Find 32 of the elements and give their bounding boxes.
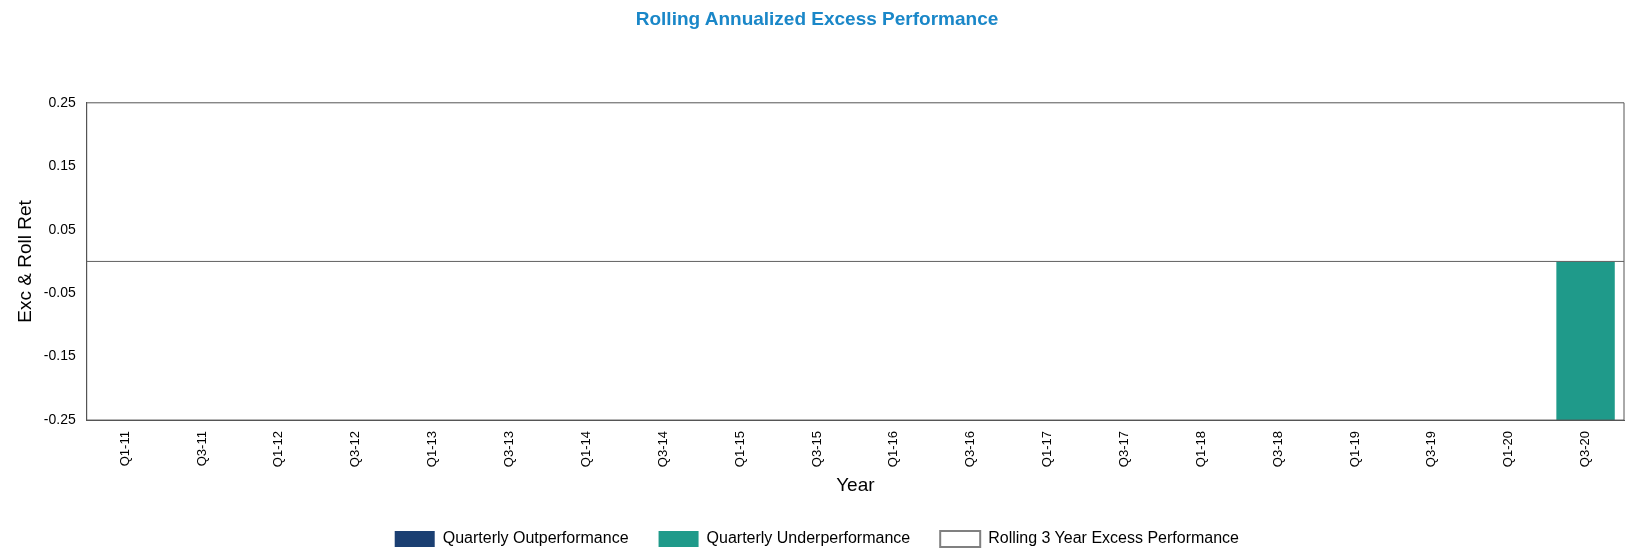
x-tick-label: Q1-16: [885, 431, 901, 468]
legend-label: Quarterly Outperformance: [442, 529, 629, 547]
x-tick-label: Q3-16: [962, 431, 978, 468]
x-tick-label: Q3-12: [347, 431, 363, 468]
y-axis-title: Exc & Roll Ret: [13, 199, 35, 323]
x-axis-title: Year: [836, 473, 876, 495]
y-tick-label: -0.25: [43, 410, 76, 427]
y-tick-label: 0.25: [48, 93, 76, 110]
x-tick-label: Q1-11: [116, 431, 132, 467]
x-tick-label: Q1-12: [270, 431, 286, 468]
y-tick-label: 0.15: [48, 157, 76, 174]
x-tick-label: Q3-17: [1115, 431, 1131, 468]
x-tick-label: Q1-19: [1346, 431, 1362, 468]
x-tick-label: Q1-17: [1039, 431, 1055, 468]
x-tick-label: Q3-11: [193, 431, 209, 467]
x-tick-label: Q3-18: [1269, 431, 1285, 468]
chart-title: Rolling Annualized Excess Performance: [635, 7, 999, 29]
x-tick-label: Q1-20: [1500, 431, 1516, 468]
x-tick-label: Q3-13: [501, 431, 517, 468]
x-tick-label: Q3-15: [808, 431, 824, 468]
y-tick-label: -0.05: [43, 284, 76, 301]
legend-label: Rolling 3 Year Excess Performance: [988, 529, 1240, 547]
legend-label: Quarterly Underperformance: [706, 529, 911, 547]
x-tick-label: Q1-15: [731, 431, 747, 468]
y-tick-label: 0.05: [48, 220, 76, 237]
x-tick-label: Q1-13: [424, 431, 440, 468]
x-tick-label: Q1-18: [1192, 431, 1208, 468]
x-tick-label: Q3-14: [654, 431, 670, 468]
y-tick-label: -0.15: [43, 347, 76, 364]
x-tick-label: Q3-19: [1423, 431, 1439, 468]
x-tick-label: Q3-20: [1577, 431, 1593, 468]
x-tick-label: Q1-14: [577, 431, 593, 468]
